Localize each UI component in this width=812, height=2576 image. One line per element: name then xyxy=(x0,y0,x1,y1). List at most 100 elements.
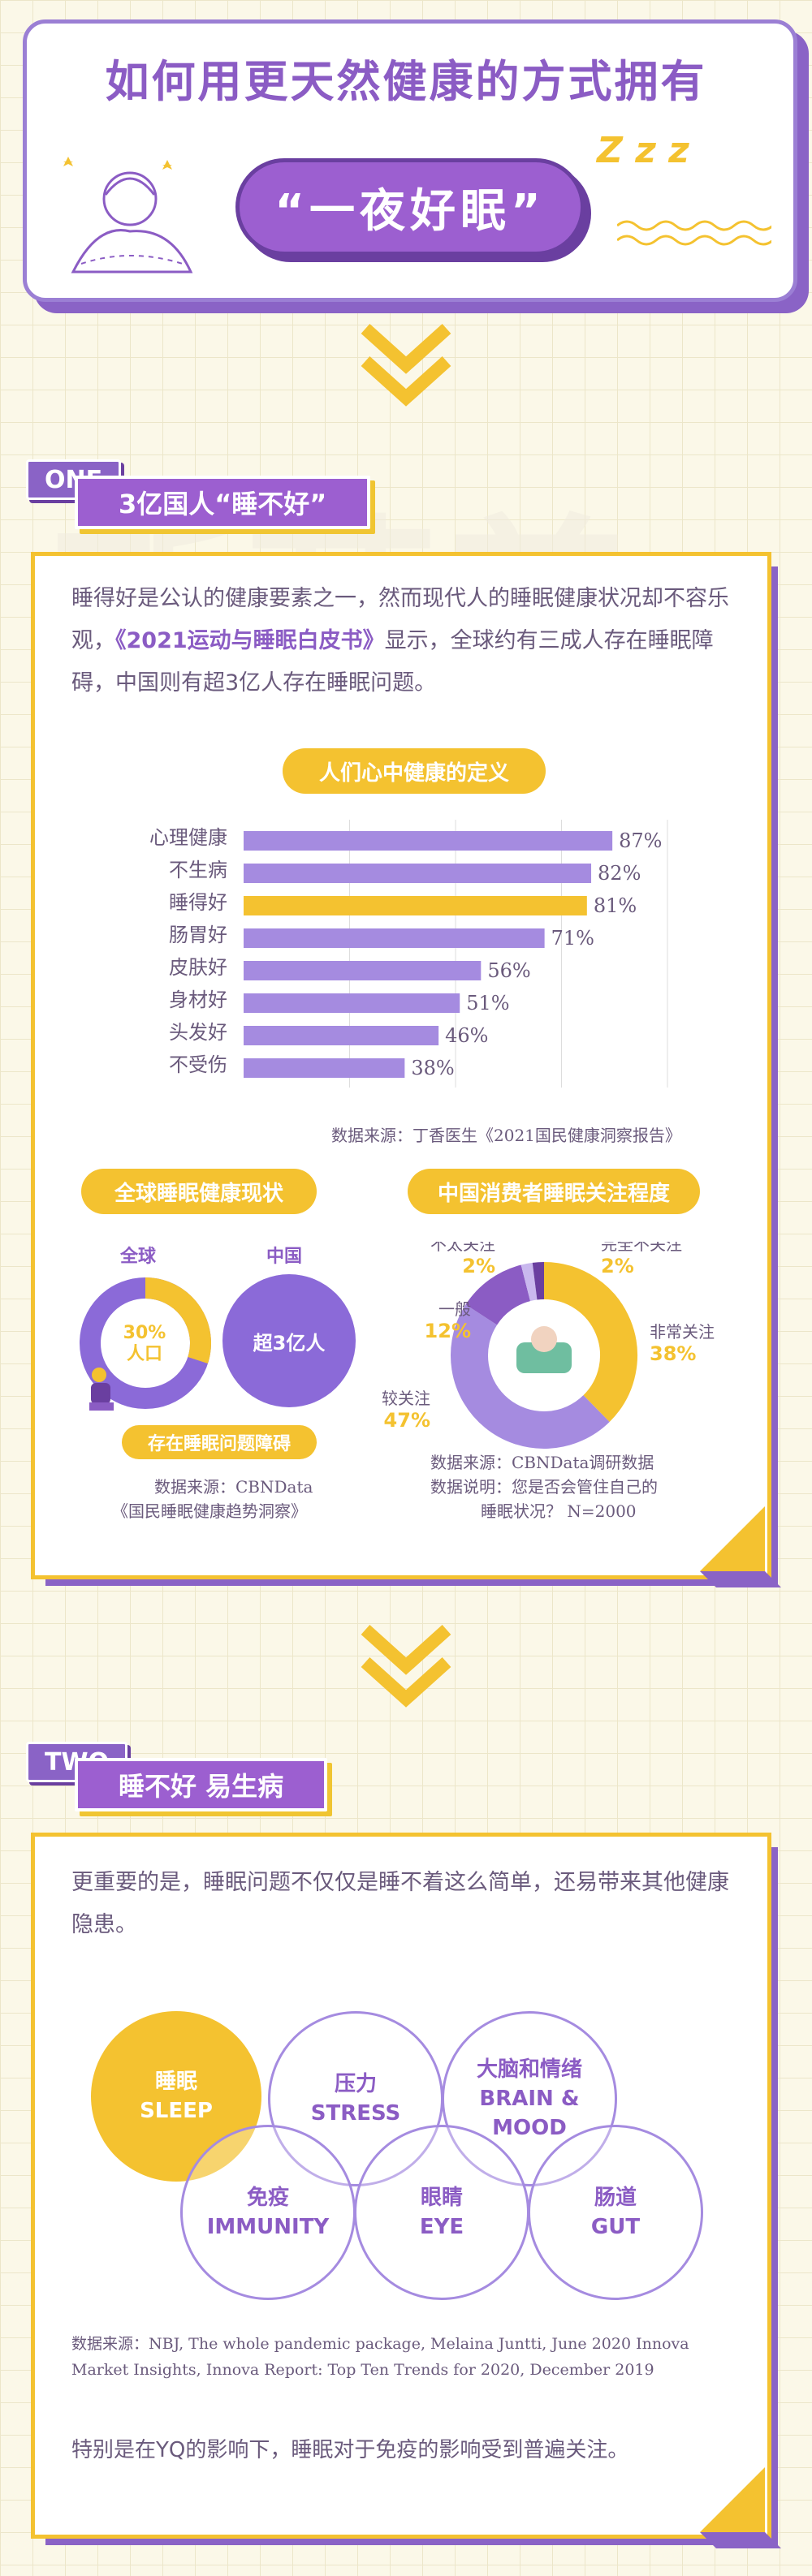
health-circle-cn: 肠道 xyxy=(594,2186,637,2210)
health-circle-label: 眼睛 EYE xyxy=(420,2183,464,2242)
bar-value-label: 81% xyxy=(594,894,637,917)
health-circle-en: SLEEP xyxy=(140,2099,213,2123)
donut-slice xyxy=(145,1277,211,1364)
donut-category-label: 非常关注 xyxy=(650,1322,715,1342)
section-two-title: 睡不好 易生病 xyxy=(75,1758,328,1811)
bar-category-label: 不受伤 xyxy=(169,1053,227,1076)
donut-value-label: 2% xyxy=(462,1255,495,1277)
donut-value-label: 2% xyxy=(601,1255,634,1277)
zzz-text: Z z z xyxy=(597,130,689,171)
health-circle-label: 压力 STRESS xyxy=(311,2070,401,2128)
donut-slice xyxy=(543,1262,637,1422)
bar-category-label: 肠胃好 xyxy=(169,924,227,946)
face xyxy=(531,1326,557,1352)
section-two-footer: 特别是在YQ的影响下，睡眠对于免疫的影响受到普遍关注。 xyxy=(71,2438,629,2462)
bar xyxy=(244,1026,439,1045)
donut-category-label: 比较关注 xyxy=(382,1389,430,1408)
health-circle-en: MOOD xyxy=(492,2116,567,2140)
subtitle-pill: “一夜好眠” xyxy=(235,158,585,256)
health-circle-gut: 肠道 GUT xyxy=(528,2125,703,2300)
bar-value-label: 87% xyxy=(619,829,662,852)
sleep-issue-pill: 存在睡眠问题障碍 xyxy=(122,1425,317,1459)
global-source-1: 数据来源：CBNData xyxy=(154,1477,313,1497)
health-circle-label: 大脑和情绪 BRAIN & MOOD xyxy=(477,2055,582,2143)
bar-category-label: 不生病 xyxy=(169,859,227,881)
china-label: 中国 xyxy=(266,1247,303,1267)
bar xyxy=(244,864,592,883)
bar-value-label: 71% xyxy=(551,927,594,950)
para-text-end: 显示，全球约有三成人存在睡眠障碍，中国则有超3亿人存在睡眠问题。 xyxy=(71,628,714,696)
donut-category-label: 一般 xyxy=(438,1299,471,1319)
bar-value-label: 38% xyxy=(411,1057,454,1079)
donut-category-label: 不太关注 xyxy=(430,1242,495,1254)
bar xyxy=(244,928,545,948)
chart-title: 人们心中健康的定义 xyxy=(283,748,546,794)
health-circle-en: STRESS xyxy=(310,2101,401,2126)
donut-value-label: 38% xyxy=(650,1342,696,1365)
bar xyxy=(244,993,460,1013)
chevron-down-icon-2 xyxy=(361,1625,451,1708)
health-circle-en: BRAIN & xyxy=(479,2087,580,2111)
global-donut-chart xyxy=(80,1277,211,1409)
donut-category-label: 完全不关注 xyxy=(601,1242,682,1254)
bar-category-label: 睡得好 xyxy=(169,891,227,914)
bar xyxy=(244,961,482,980)
page-corner-fold-2 xyxy=(700,2467,781,2548)
health-circle-en: GUT xyxy=(590,2215,641,2239)
health-circle-en: EYE xyxy=(419,2215,464,2239)
person-reading-icon xyxy=(89,1368,114,1411)
health-circle-cn: 眼睛 xyxy=(420,2186,463,2210)
donut-slice xyxy=(520,1262,538,1302)
global-label: 全球 xyxy=(120,1247,157,1267)
bar-category-label: 皮肤好 xyxy=(169,956,227,979)
donut-slice xyxy=(451,1304,610,1449)
global-source-2: 《国民睡眠健康趋势洞察》 xyxy=(112,1501,307,1521)
health-circle-cn: 免疫 xyxy=(246,2186,289,2210)
health-circle-label: 睡眠 SLEEP xyxy=(140,2067,213,2126)
source-line-2: Market Insights, Innova Report: Top Ten … xyxy=(71,2361,654,2379)
china-circle: 超3亿人 xyxy=(222,1274,356,1407)
health-circle-label: 免疫 IMMUNITY xyxy=(207,2183,330,2242)
page-title: 如何用更天然健康的方式拥有 xyxy=(105,56,707,107)
wavy-lines-decoration xyxy=(617,220,771,246)
bar-value-label: 46% xyxy=(445,1024,488,1047)
china-value: 超3亿人 xyxy=(253,1331,326,1355)
health-circle-cn: 大脑和情绪 xyxy=(476,2057,582,2082)
section-one-paragraph: 睡得好是公认的健康要素之一，然而现代人的睡眠健康状况却不容乐观，《2021运动与… xyxy=(71,578,729,704)
health-circle-eye: 眼睛 EYE xyxy=(354,2125,529,2300)
page-corner-fold xyxy=(700,1506,781,1587)
bar-category-label: 心理健康 xyxy=(149,826,227,849)
health-definition-bar-chart: 心理健康 87% 不生病 82% 睡得好 81% 肠胃好 71% 皮肤好 56% 身材好 51% 头发好… xyxy=(149,820,668,1088)
concern-source-1: 数据来源：CBNData调研数据 xyxy=(430,1453,654,1472)
donut-slice xyxy=(465,1264,531,1326)
global-pct: 30% xyxy=(123,1323,166,1343)
para-report-title: 《2021运动与睡眠白皮书》 xyxy=(115,628,385,653)
section-two-source: 数据来源：NBJ, The whole pandemic package, Me… xyxy=(71,2331,737,2383)
bar-value-label: 56% xyxy=(487,959,530,982)
sleeping-woman-illustration xyxy=(63,157,193,274)
health-circle-en: IMMUNITY xyxy=(206,2215,330,2239)
section-one-title: 3亿国人“睡不好” xyxy=(75,476,371,529)
concern-source-2: 数据说明：您是否会管住自己的 xyxy=(430,1477,658,1497)
health-circle-cn: 睡眠 xyxy=(154,2070,197,2094)
bar-value-label: 82% xyxy=(598,862,641,885)
bar-category-label: 身材好 xyxy=(169,989,227,1011)
source-line-1: 数据来源：NBJ, The whole pandemic package, Me… xyxy=(71,2335,689,2353)
donut-slice xyxy=(532,1262,545,1300)
global-unit: 人口 xyxy=(126,1344,162,1364)
donut-value-label: 47% xyxy=(384,1409,430,1432)
concern-source-3: 睡眠状况？ N=2000 xyxy=(481,1501,637,1521)
global-donut-label: 30% 人口 xyxy=(112,1323,177,1365)
sleeping-face-icon xyxy=(516,1342,572,1373)
subtitle-text: “一夜好眠” xyxy=(274,184,546,238)
health-circle-cn: 压力 xyxy=(334,2072,377,2096)
bar-category-label: 头发好 xyxy=(169,1021,227,1044)
section-two-paragraph: 更重要的是，睡眠问题不仅仅是睡不着这么简单，还易带来其他健康隐患。 xyxy=(71,1870,729,1937)
concern-chart-title: 中国消费者睡眠关注程度 xyxy=(408,1169,700,1214)
health-circle-immunity: 免疫 IMMUNITY xyxy=(180,2125,356,2300)
bar-value-label: 51% xyxy=(466,992,509,1014)
bar xyxy=(244,896,587,915)
bar xyxy=(244,831,613,851)
chart-source: 数据来源：丁香医生《2021国民健康洞察报告》 xyxy=(331,1126,681,1145)
